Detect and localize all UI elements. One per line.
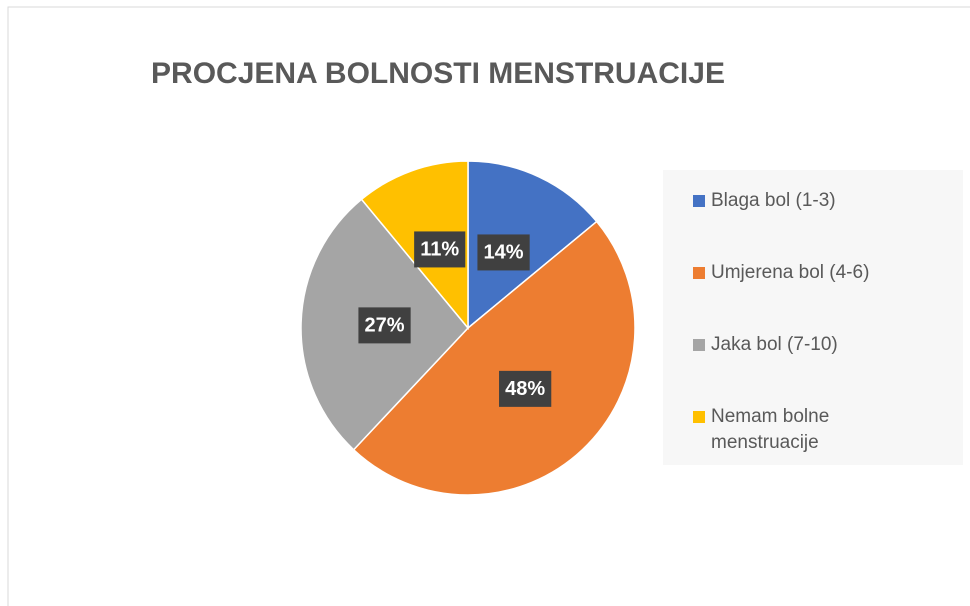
pie-slice <box>467 160 598 330</box>
legend-entry: Blaga bol (1-3) <box>693 188 871 214</box>
legend-swatch <box>693 339 705 351</box>
data-label: 14% <box>484 242 524 264</box>
data-label-box <box>358 307 411 344</box>
legend-swatch <box>693 195 705 207</box>
data-label-box <box>414 231 466 268</box>
pie <box>300 160 636 496</box>
legend: Blaga bol (1-3) Umjerena bol (4-6) Jaka bo… <box>663 170 963 465</box>
legend-label: Umjerena bol (4-6) <box>711 262 870 283</box>
data-label: 48% <box>505 378 545 400</box>
chart-title: PROCJENA BOLNOSTI MENSTRUACIJE <box>151 57 725 90</box>
data-label-box <box>477 234 530 271</box>
legend-label: Nemam bolne menstruacije <box>711 406 830 453</box>
chart-border <box>7 6 970 606</box>
legend-label: Jaka bol (7-10) <box>711 334 838 355</box>
data-labels: 14% 48% 27% 11% <box>358 231 552 407</box>
legend-swatch <box>693 411 705 423</box>
legend-entry: Nemam bolne menstruacije <box>693 404 871 456</box>
legend-entry: Umjerena bol (4-6) <box>693 260 871 286</box>
legend-swatch <box>693 267 705 279</box>
data-label: 27% <box>365 315 405 337</box>
data-label-box <box>499 370 552 407</box>
data-label: 11% <box>420 239 459 261</box>
pie-slice <box>352 220 636 496</box>
legend-label: Blaga bol (1-3) <box>711 190 836 211</box>
legend-entry: Jaka bol (7-10) <box>693 332 871 358</box>
